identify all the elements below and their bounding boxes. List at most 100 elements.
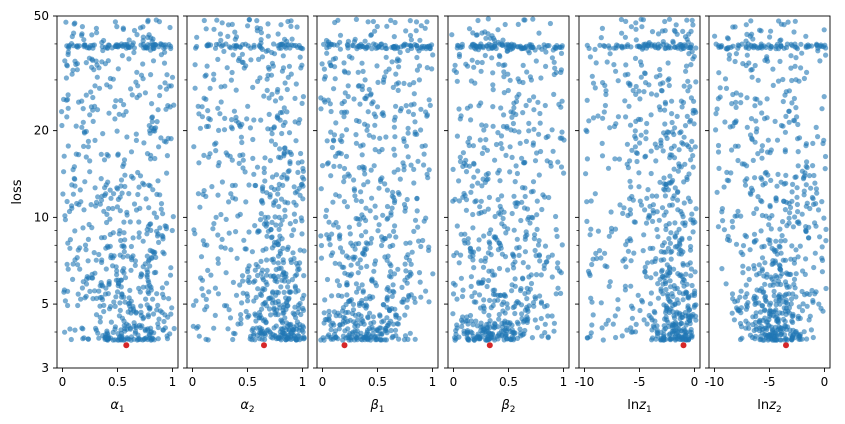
scatter-point <box>69 71 75 77</box>
scatter-point <box>558 290 564 296</box>
scatter-point <box>472 290 478 296</box>
scatter-point <box>78 199 84 205</box>
scatter-point <box>667 155 673 161</box>
scatter-point <box>405 125 411 131</box>
scatter-point <box>782 238 788 244</box>
scatter-point <box>374 23 380 30</box>
scatter-point <box>292 285 298 291</box>
scatter-point <box>114 204 120 210</box>
scatter-point <box>665 60 671 66</box>
scatter-point <box>531 126 537 132</box>
scatter-point <box>768 336 775 342</box>
scatter-point <box>271 305 277 311</box>
scatter-point <box>384 257 390 263</box>
scatter-point <box>169 74 176 80</box>
scatter-point <box>81 207 87 213</box>
scatter-point <box>542 330 548 336</box>
scatter-point <box>514 236 520 242</box>
scatter-point <box>794 201 801 208</box>
scatter-point <box>296 42 302 49</box>
scatter-point <box>257 336 263 342</box>
scatter-point <box>410 111 416 117</box>
scatter-point <box>430 52 436 58</box>
scatter-point <box>684 36 690 42</box>
scatter-point <box>225 33 231 40</box>
scatter-point <box>634 158 640 165</box>
scatter-point <box>191 144 197 150</box>
scatter-point <box>140 284 146 290</box>
scatter-point <box>134 69 140 75</box>
scatter-point <box>245 298 251 304</box>
scatter-point <box>372 28 378 34</box>
scatter-point <box>588 295 594 301</box>
scatter-point <box>297 247 303 253</box>
y-tick-label: 50 <box>34 9 49 23</box>
scatter-point <box>786 119 792 125</box>
scatter-point <box>97 201 103 207</box>
scatter-point <box>631 250 637 256</box>
scatter-point <box>272 300 279 306</box>
scatter-point <box>559 43 565 49</box>
scatter-point <box>672 234 678 240</box>
scatter-point <box>671 166 677 172</box>
scatter-point <box>412 299 418 305</box>
scatter-point <box>300 323 306 329</box>
scatter-point <box>293 138 299 144</box>
scatter-point <box>468 283 474 289</box>
scatter-point <box>688 147 694 153</box>
scatter-point <box>811 172 817 179</box>
scatter-point <box>473 32 479 38</box>
scatter-point <box>761 273 767 279</box>
scatter-point <box>341 179 347 185</box>
scatter-point <box>513 98 520 105</box>
scatter-point <box>276 203 282 210</box>
scatter-point <box>450 280 456 286</box>
scatter-point <box>93 257 99 263</box>
scatter-point <box>525 289 532 295</box>
scatter-point <box>159 285 165 291</box>
scatter-point <box>92 288 98 294</box>
scatter-point <box>753 206 760 212</box>
scatter-point <box>411 101 417 107</box>
scatter-point <box>358 265 364 271</box>
scatter-point <box>599 25 606 31</box>
scatter-point <box>99 44 105 50</box>
scatter-point <box>245 278 251 284</box>
scatter-point <box>412 119 418 125</box>
scatter-point <box>769 245 775 251</box>
scatter-point <box>763 169 769 175</box>
scatter-point <box>497 178 503 184</box>
scatter-point <box>416 270 423 276</box>
scatter-point <box>164 333 170 339</box>
scatter-point <box>642 207 648 213</box>
scatter-point <box>803 227 809 233</box>
scatter-point <box>456 106 462 112</box>
scatter-point <box>390 189 396 195</box>
scatter-point <box>524 285 530 291</box>
scatter-point <box>766 222 772 228</box>
scatter-point <box>490 70 496 76</box>
scatter-point <box>201 17 207 24</box>
scatter-point <box>377 325 383 331</box>
scatter-point <box>539 206 545 213</box>
scatter-point <box>386 273 393 279</box>
scatter-point <box>481 297 487 303</box>
scatter-point <box>521 205 528 211</box>
scatter-point <box>641 317 647 323</box>
scatter-point <box>368 32 374 38</box>
scatter-point <box>516 252 522 258</box>
scatter-point <box>693 206 699 212</box>
scatter-point <box>784 223 790 229</box>
scatter-point <box>224 303 230 309</box>
scatter-point <box>623 242 629 248</box>
scatter-point <box>248 333 254 339</box>
x-axis-label-alpha2: α2 <box>240 398 254 415</box>
scatter-point <box>509 282 515 288</box>
scatter-point <box>794 114 800 120</box>
scatter-point <box>681 277 687 283</box>
scatter-point <box>669 98 675 104</box>
scatter-point <box>813 124 819 130</box>
scatter-point <box>752 103 758 109</box>
scatter-point <box>758 41 764 47</box>
scatter-point <box>498 292 504 298</box>
